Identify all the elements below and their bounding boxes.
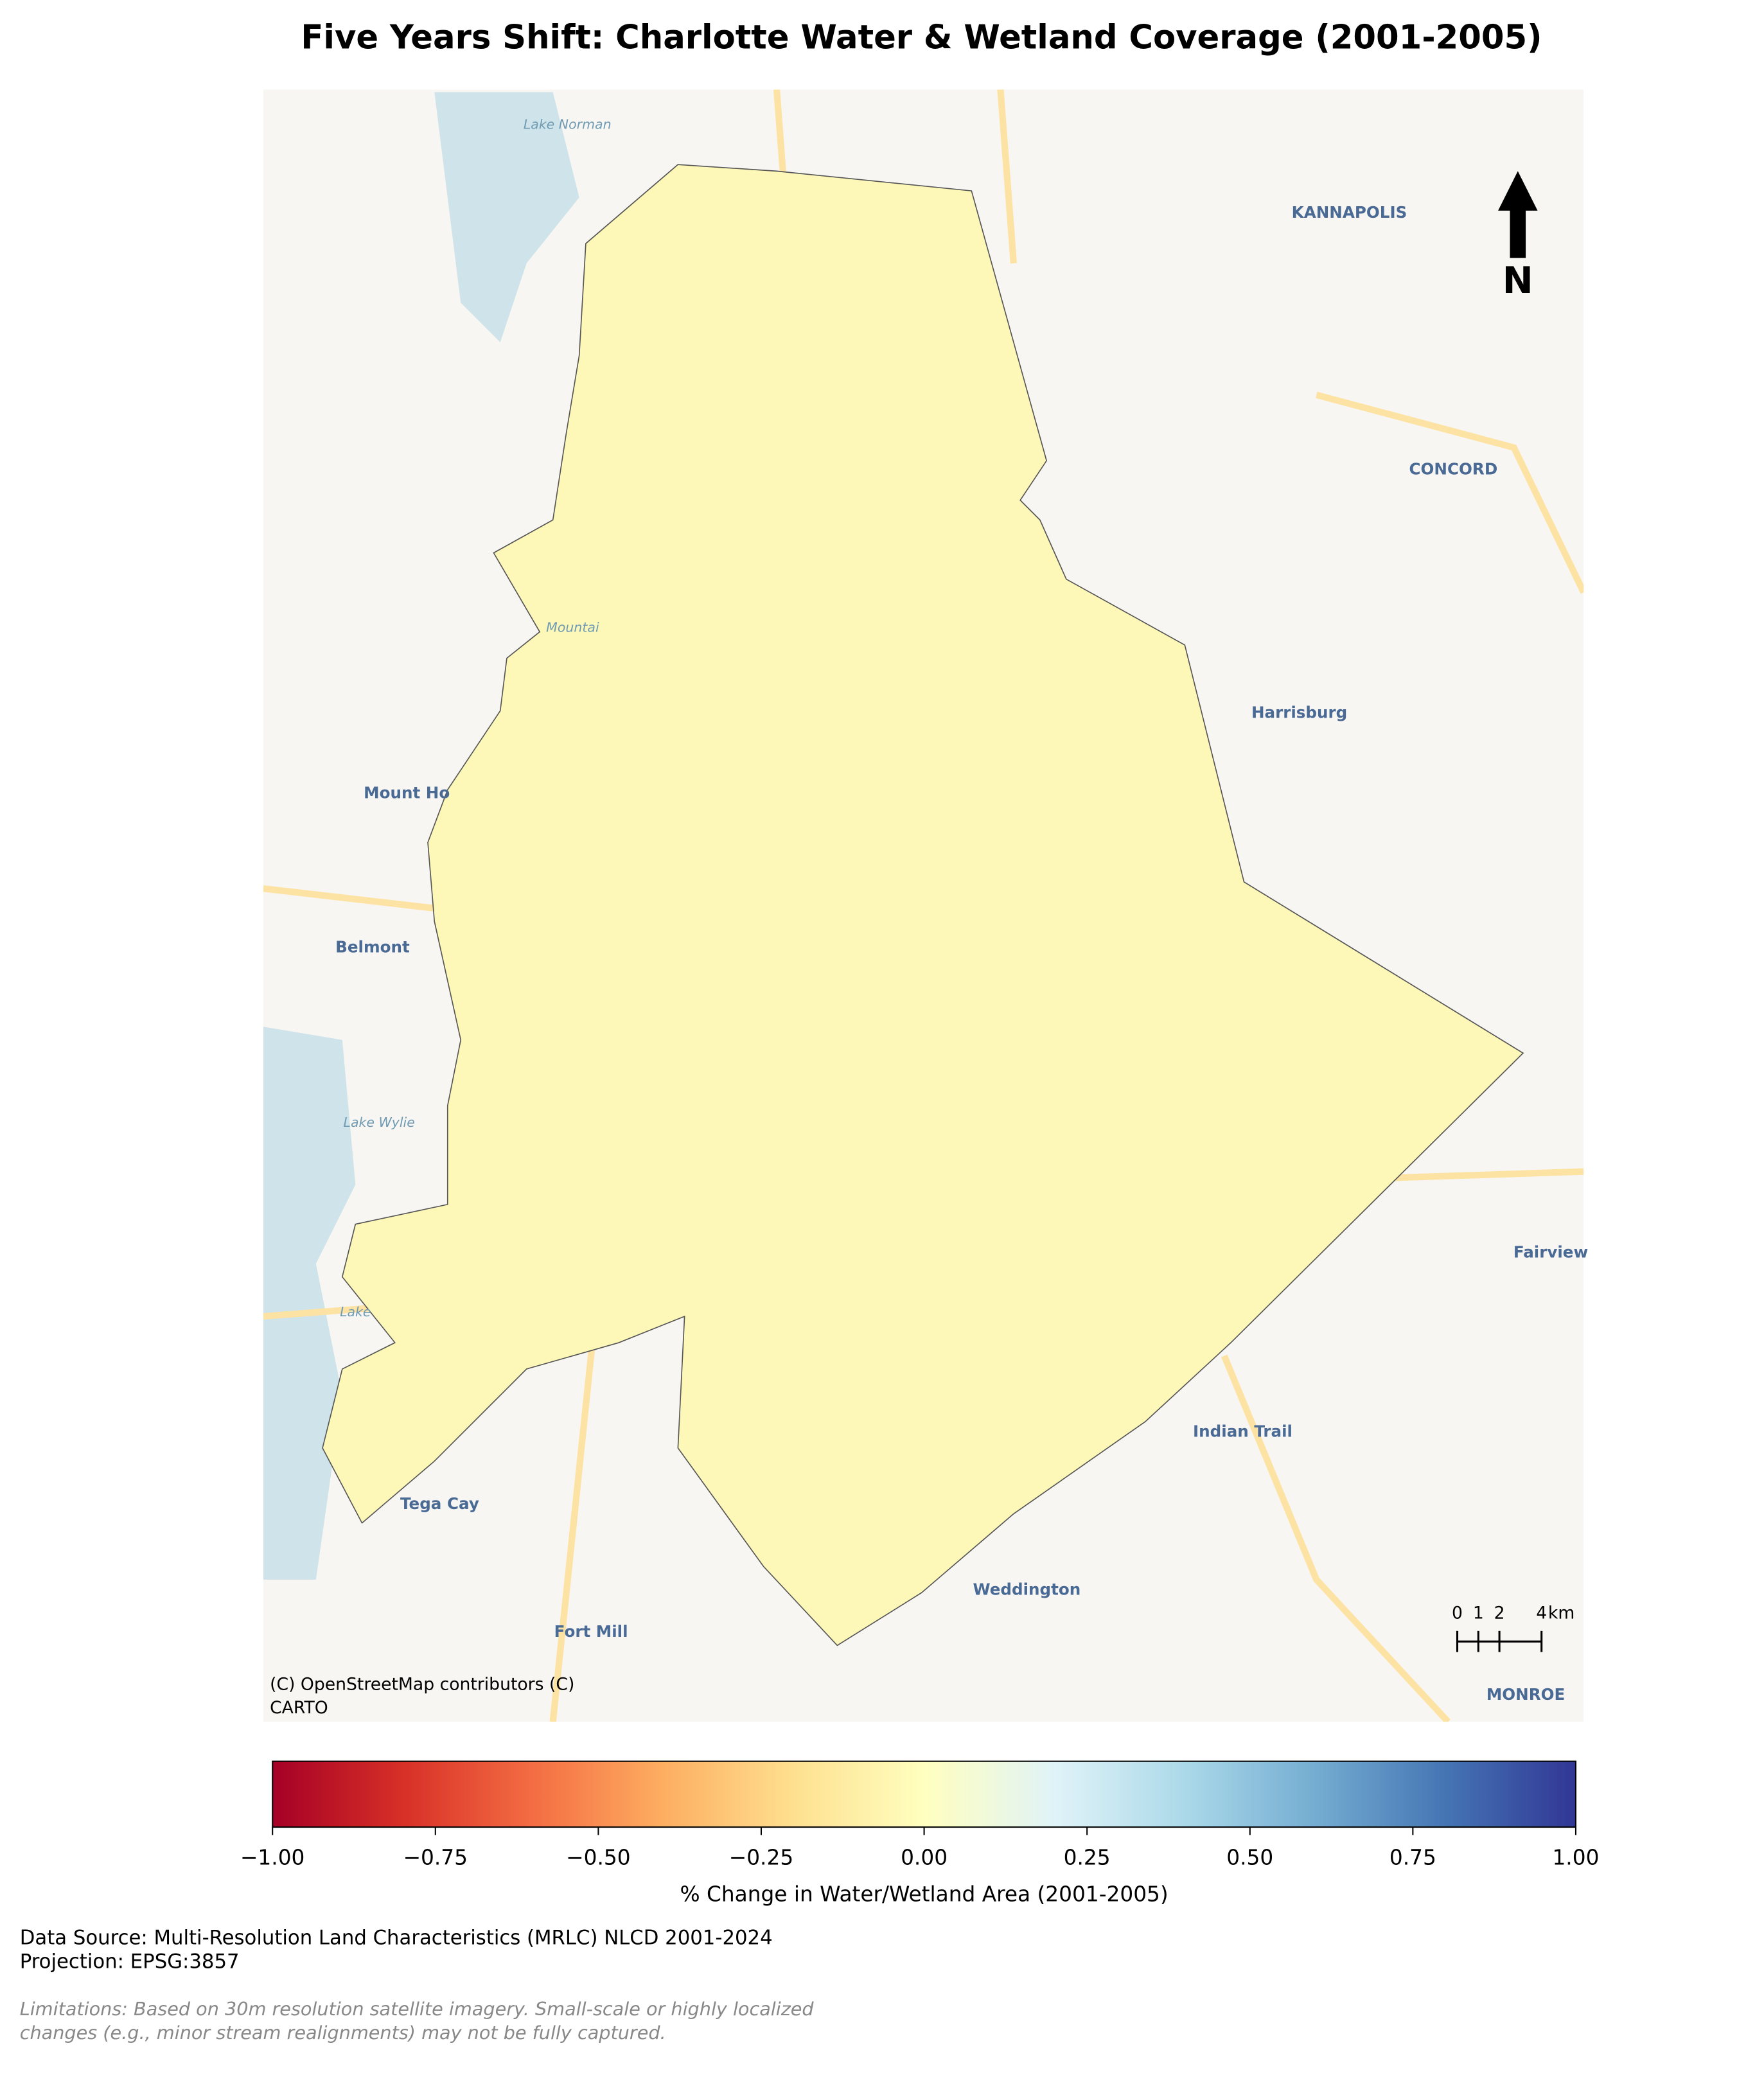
colorbar-tick-label: 1.00 [1552,1845,1599,1869]
scale-label: 0 [1452,1603,1463,1623]
place-label: Belmont [335,937,410,956]
place-label: Fairview [1513,1243,1588,1262]
place-label: KANNAPOLIS [1292,203,1407,222]
place-label: Lake Norman [524,117,612,132]
north-arrow [1498,171,1538,258]
colorbar-tick-label: 0.75 [1389,1845,1436,1869]
scale-unit: km [1548,1603,1574,1623]
place-label: Mountai [546,619,599,635]
title: Five Years Shift: Charlotte Water & Wetl… [301,18,1542,57]
basemap [263,89,1584,1722]
limitations-note: Limitations: Based on 30m resolution sat… [20,1998,815,2020]
county-outline [322,164,1524,1647]
place-label: Harrisburg [1251,703,1347,722]
lake-norman [434,92,579,342]
colorbar-tick-label: −1.00 [240,1845,304,1869]
scale-label: 2 [1494,1603,1505,1623]
scale-label: 4 [1536,1603,1547,1623]
place-label: CONCORD [1409,460,1497,479]
north-label: N [1503,259,1533,302]
colorbar-tick-label: 0.00 [901,1845,948,1869]
colorbar-tick-label: −0.50 [566,1845,630,1869]
place-label: Tega Cay [400,1494,479,1513]
source-note: Projection: EPSG:3857 [20,1950,240,1974]
colorbar-tick-label: −0.25 [729,1845,793,1869]
limitations-note: changes (e.g., minor stream realignments… [20,2022,666,2044]
colorbar [272,1760,1576,1828]
source-note: Data Source: Multi-Resolution Land Chara… [20,1927,773,1950]
place-label: MONROE [1486,1685,1566,1704]
place-label: Lake [340,1304,371,1320]
scale-label: 1 [1473,1603,1484,1623]
place-label: Lake Wylie [344,1115,415,1130]
colorbar-label: % Change in Water/Wetland Area (2001-200… [680,1882,1168,1907]
attribution: CARTO [270,1698,328,1718]
colorbar-tick-label: −0.75 [403,1845,468,1869]
place-label: Indian Trail [1193,1422,1292,1440]
place-label: Fort Mill [554,1622,628,1641]
place-label: Mount Ho [364,784,450,802]
place-label: Weddington [973,1580,1081,1598]
colorbar-tick-label: 0.25 [1064,1845,1111,1869]
attribution: (C) OpenStreetMap contributors (C) [270,1674,574,1694]
colorbar-tick-label: 0.50 [1226,1845,1273,1869]
